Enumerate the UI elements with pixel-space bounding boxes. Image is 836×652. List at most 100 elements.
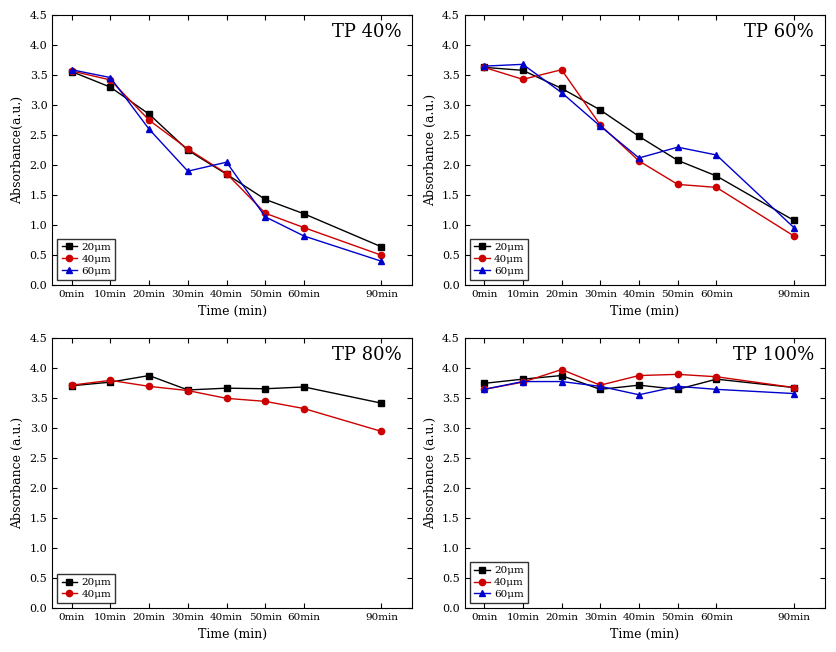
20μm bbox=[105, 83, 115, 91]
40μm bbox=[67, 381, 77, 389]
40μm bbox=[595, 121, 605, 129]
Legend: 20μm, 40μm, 60μm: 20μm, 40μm, 60μm bbox=[470, 562, 528, 603]
60μm bbox=[595, 383, 605, 391]
60μm bbox=[479, 385, 489, 393]
20μm bbox=[517, 67, 528, 74]
Y-axis label: Absorbance (a.u.): Absorbance (a.u.) bbox=[11, 417, 24, 529]
40μm bbox=[557, 66, 567, 74]
Legend: 20μm, 40μm: 20μm, 40μm bbox=[58, 574, 115, 603]
Y-axis label: Absorbance (a.u.): Absorbance (a.u.) bbox=[424, 94, 436, 206]
60μm bbox=[673, 383, 683, 391]
Line: 60μm: 60μm bbox=[69, 67, 385, 264]
20μm bbox=[299, 210, 309, 218]
Line: 60μm: 60μm bbox=[481, 61, 797, 231]
40μm bbox=[299, 224, 309, 231]
20μm bbox=[634, 132, 644, 140]
20μm bbox=[789, 383, 799, 391]
X-axis label: Time (min): Time (min) bbox=[198, 628, 267, 641]
60μm bbox=[376, 258, 386, 265]
40μm bbox=[517, 378, 528, 386]
40μm bbox=[183, 387, 193, 394]
Line: 20μm: 20μm bbox=[481, 64, 797, 224]
40μm bbox=[299, 405, 309, 413]
60μm bbox=[557, 89, 567, 96]
40μm bbox=[144, 116, 154, 124]
60μm bbox=[105, 74, 115, 82]
40μm bbox=[222, 394, 232, 402]
40μm bbox=[183, 145, 193, 153]
60μm bbox=[634, 154, 644, 162]
40μm bbox=[789, 232, 799, 240]
20μm bbox=[711, 172, 721, 180]
60μm bbox=[260, 213, 270, 221]
20μm bbox=[67, 382, 77, 390]
40μm bbox=[673, 370, 683, 378]
Line: 40μm: 40μm bbox=[69, 68, 385, 258]
20μm bbox=[222, 384, 232, 392]
20μm bbox=[144, 372, 154, 379]
60μm bbox=[517, 61, 528, 68]
20μm bbox=[479, 63, 489, 71]
60μm bbox=[789, 224, 799, 231]
Line: 60μm: 60μm bbox=[481, 378, 797, 398]
Y-axis label: Absorbance(a.u.): Absorbance(a.u.) bbox=[11, 96, 24, 204]
40μm bbox=[260, 398, 270, 406]
60μm bbox=[711, 151, 721, 159]
20μm bbox=[183, 386, 193, 394]
Line: 40μm: 40μm bbox=[481, 64, 797, 239]
20μm bbox=[299, 383, 309, 391]
40μm bbox=[789, 383, 799, 391]
40μm bbox=[634, 157, 644, 165]
40μm bbox=[67, 67, 77, 75]
20μm bbox=[479, 379, 489, 387]
40μm bbox=[479, 63, 489, 71]
20μm bbox=[260, 385, 270, 393]
60μm bbox=[144, 125, 154, 133]
60μm bbox=[789, 390, 799, 398]
40μm bbox=[711, 373, 721, 381]
40μm bbox=[634, 372, 644, 379]
20μm bbox=[376, 399, 386, 407]
40μm bbox=[517, 76, 528, 83]
X-axis label: Time (min): Time (min) bbox=[610, 628, 680, 641]
60μm bbox=[634, 391, 644, 398]
60μm bbox=[557, 378, 567, 385]
60μm bbox=[595, 123, 605, 130]
20μm bbox=[673, 385, 683, 393]
60μm bbox=[299, 232, 309, 240]
Line: 20μm: 20μm bbox=[481, 372, 797, 393]
40μm bbox=[105, 376, 115, 384]
60μm bbox=[673, 143, 683, 151]
Line: 20μm: 20μm bbox=[69, 372, 385, 406]
20μm bbox=[595, 385, 605, 393]
20μm bbox=[557, 372, 567, 379]
40μm bbox=[595, 381, 605, 389]
20μm bbox=[789, 216, 799, 224]
Line: 40μm: 40μm bbox=[481, 366, 797, 393]
20μm bbox=[634, 381, 644, 389]
Line: 40μm: 40μm bbox=[69, 378, 385, 434]
60μm bbox=[711, 385, 721, 393]
20μm bbox=[260, 196, 270, 203]
Text: TP 60%: TP 60% bbox=[744, 23, 814, 41]
Text: TP 100%: TP 100% bbox=[733, 346, 814, 364]
X-axis label: Time (min): Time (min) bbox=[198, 304, 267, 318]
20μm bbox=[557, 85, 567, 93]
40μm bbox=[260, 209, 270, 217]
20μm bbox=[595, 106, 605, 114]
40μm bbox=[673, 181, 683, 188]
Text: TP 40%: TP 40% bbox=[332, 23, 401, 41]
20μm bbox=[517, 376, 528, 383]
40μm bbox=[479, 385, 489, 393]
20μm bbox=[711, 376, 721, 383]
60μm bbox=[183, 168, 193, 175]
40μm bbox=[105, 76, 115, 84]
20μm bbox=[67, 68, 77, 76]
60μm bbox=[517, 378, 528, 385]
40μm bbox=[144, 383, 154, 391]
20μm bbox=[222, 170, 232, 178]
Y-axis label: Absorbance (a.u.): Absorbance (a.u.) bbox=[424, 417, 436, 529]
20μm bbox=[376, 243, 386, 251]
60μm bbox=[479, 62, 489, 70]
40μm bbox=[222, 170, 232, 177]
